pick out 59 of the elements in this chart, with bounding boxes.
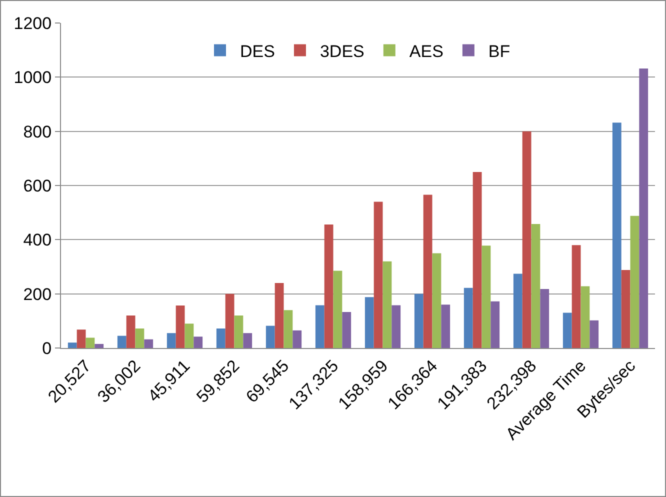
legend-label: BF [488, 42, 510, 61]
bar [68, 342, 77, 348]
bar [414, 294, 424, 348]
bar [342, 312, 352, 348]
bar [562, 312, 572, 348]
bar [590, 320, 599, 348]
bar [86, 338, 95, 348]
bar [194, 336, 203, 348]
bar [274, 283, 284, 348]
bar [364, 297, 374, 348]
bar [612, 122, 622, 348]
bar [374, 202, 383, 348]
y-tick-label: 200 [23, 284, 52, 304]
bar [126, 316, 136, 348]
legend-label: AES [409, 42, 444, 61]
legend-label: 3DES [320, 42, 364, 61]
bar [333, 270, 342, 348]
bar [284, 310, 293, 348]
bar [176, 305, 185, 348]
bar [472, 172, 482, 348]
bar [423, 194, 432, 348]
bar [392, 305, 401, 348]
bar [94, 344, 104, 348]
bar [441, 304, 450, 348]
bar [76, 330, 86, 348]
y-tick-label: 400 [23, 230, 52, 250]
bar [166, 333, 176, 348]
bar [135, 328, 144, 348]
bar [432, 253, 442, 348]
bar [630, 216, 640, 348]
legend-label: DES [240, 42, 275, 61]
bar [621, 270, 630, 348]
bar [266, 326, 275, 348]
bar [243, 333, 252, 348]
bar [464, 288, 473, 348]
bar [522, 131, 532, 348]
bar [540, 288, 550, 348]
bar [315, 305, 324, 348]
bar [234, 316, 244, 348]
bar [382, 261, 392, 348]
y-tick-label: 1200 [14, 14, 52, 33]
bar [324, 224, 334, 348]
y-tick-label: 0 [42, 338, 52, 358]
y-tick-label: 800 [23, 122, 52, 142]
bar [490, 301, 500, 348]
bar [216, 328, 226, 348]
y-tick-label: 600 [23, 176, 52, 196]
bar [531, 224, 540, 348]
bar [639, 68, 648, 348]
bar [580, 286, 590, 348]
bar [117, 336, 126, 348]
y-tick-label: 1000 [14, 68, 52, 88]
bar [225, 294, 234, 348]
bar [513, 274, 522, 348]
bar [184, 324, 194, 348]
bar [144, 339, 154, 348]
bar [482, 246, 491, 348]
bar [292, 330, 302, 348]
bar [572, 245, 581, 348]
